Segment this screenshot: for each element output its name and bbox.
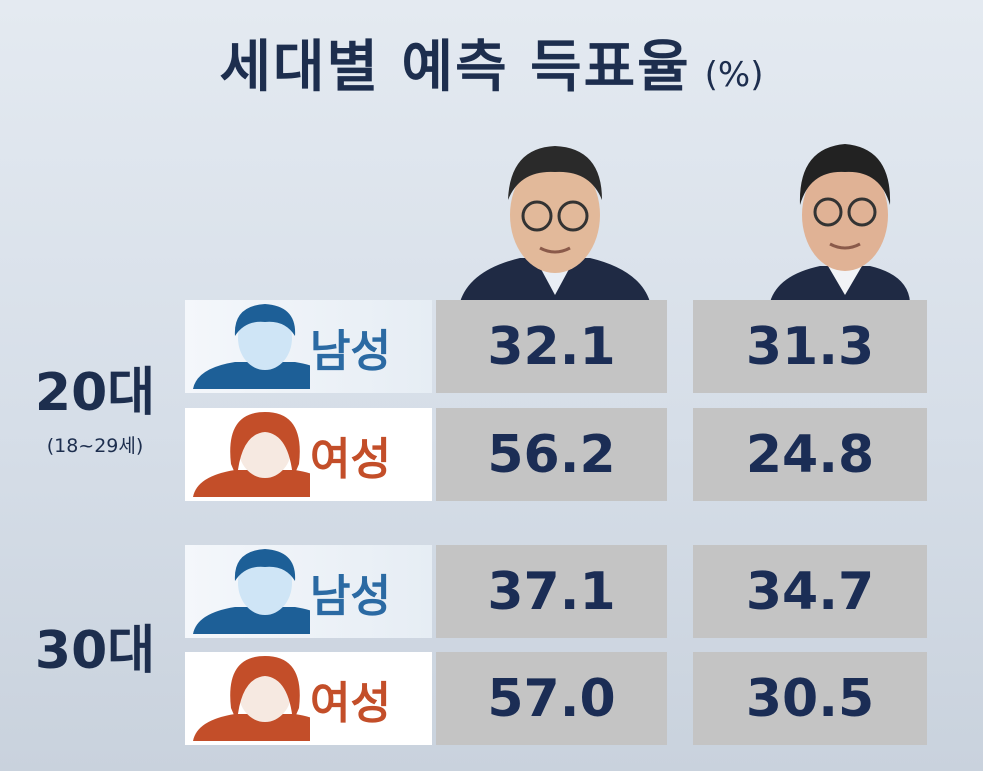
value-cell: 56.2 bbox=[436, 408, 667, 501]
gender-cell: 여성 bbox=[185, 408, 432, 501]
icon-wrap bbox=[185, 541, 337, 638]
gender-label: 여성 bbox=[310, 677, 391, 729]
gender-cell: 남성 bbox=[185, 545, 432, 638]
icon-wrap bbox=[185, 404, 337, 501]
group-label: 20대 (18~29세) bbox=[20, 350, 170, 458]
gender-cell: 남성 bbox=[185, 300, 432, 393]
portrait-2 bbox=[770, 144, 910, 302]
age-group: 30대 bbox=[34, 621, 156, 681]
gender-label: 남성 bbox=[310, 570, 391, 622]
value-cell: 31.3 bbox=[693, 300, 927, 393]
value-cell: 32.1 bbox=[436, 300, 667, 393]
title-text: 세대별 예측 득표율 bbox=[219, 35, 691, 100]
value-cell: 34.7 bbox=[693, 545, 927, 638]
group-label: 30대 bbox=[20, 608, 170, 683]
icon-wrap bbox=[185, 648, 337, 745]
gender-label: 여성 bbox=[310, 433, 391, 485]
portraits bbox=[460, 144, 910, 302]
value-cell: 37.1 bbox=[436, 545, 667, 638]
unit: (%) bbox=[704, 55, 764, 95]
person-icon bbox=[193, 656, 337, 741]
value-cell: 24.8 bbox=[693, 408, 927, 501]
value-cell: 57.0 bbox=[436, 652, 667, 745]
gender-cell: 여성 bbox=[185, 652, 432, 745]
gender-label: 남성 bbox=[310, 325, 391, 377]
person-icon bbox=[193, 549, 337, 634]
age-group: 20대 bbox=[34, 363, 156, 423]
person-icon bbox=[193, 412, 337, 497]
portrait-1 bbox=[460, 146, 650, 302]
value-cell: 30.5 bbox=[693, 652, 927, 745]
age-range: (18~29세) bbox=[46, 435, 144, 457]
title: 세대별 예측 득표율 (%) bbox=[0, 22, 983, 103]
icon-wrap bbox=[185, 296, 337, 393]
person-icon bbox=[193, 304, 337, 389]
